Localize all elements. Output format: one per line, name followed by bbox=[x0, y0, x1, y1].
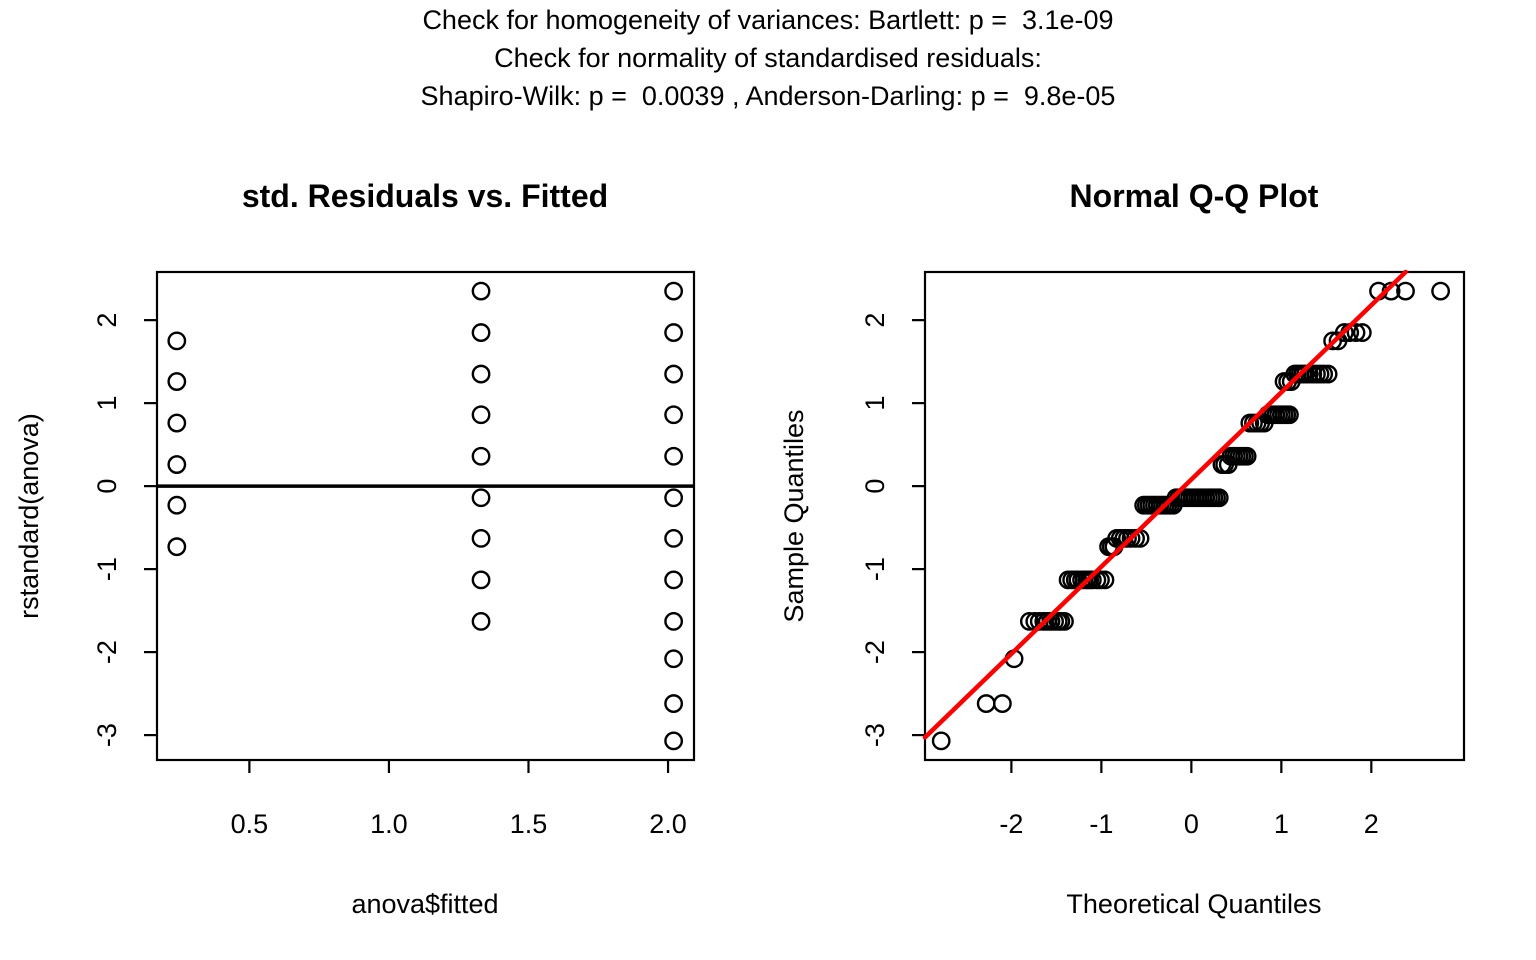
data-point bbox=[664, 488, 684, 508]
data-point bbox=[1095, 570, 1115, 590]
x-tick-label: 0.5 bbox=[231, 809, 269, 839]
data-point bbox=[471, 529, 491, 548]
data-point bbox=[167, 372, 187, 391]
x-tick-label: -1 bbox=[1089, 809, 1113, 839]
data-point bbox=[1237, 446, 1257, 466]
data-point bbox=[167, 495, 187, 515]
qq-plot-xlabel: Theoretical Quantiles bbox=[1066, 889, 1321, 919]
x-tick-label: 2.0 bbox=[649, 809, 687, 839]
data-point bbox=[1396, 281, 1415, 301]
y-tick-label: 0 bbox=[860, 479, 890, 494]
data-point bbox=[664, 529, 684, 548]
plot-box bbox=[155, 270, 696, 762]
data-point bbox=[664, 364, 684, 384]
header-line-2: Check for normality of standardised resi… bbox=[494, 43, 1042, 73]
residuals-vs-fitted-plot: 0.5 1.0 1.5 2.0 -3 -2 -1 0 1 2 bbox=[92, 270, 696, 839]
data-point bbox=[664, 323, 684, 342]
left-plot-title: std. Residuals vs. Fitted bbox=[242, 178, 608, 214]
data-point bbox=[1318, 364, 1338, 384]
header-line-1: Check for homogeneity of variances: Bart… bbox=[422, 5, 1113, 35]
x-tick-label: 0 bbox=[1184, 809, 1199, 839]
data-point bbox=[471, 488, 491, 508]
y-tick-label: -3 bbox=[92, 723, 122, 747]
header-line-3: Shapiro-Wilk: p = 0.0039 , Anderson-Darl… bbox=[421, 81, 1116, 111]
y-tick-label: 0 bbox=[92, 479, 122, 494]
data-point bbox=[167, 413, 187, 433]
data-point bbox=[1431, 281, 1451, 301]
y-tick-label: -2 bbox=[860, 640, 890, 664]
data-point bbox=[167, 537, 187, 557]
data-point bbox=[471, 570, 491, 590]
left-plot-xlabel: anova$fitted bbox=[351, 889, 498, 919]
data-point bbox=[664, 446, 684, 466]
y-tick-label: -1 bbox=[92, 557, 122, 581]
data-point bbox=[471, 446, 491, 466]
data-point bbox=[664, 405, 684, 425]
x-tick-label: 1.0 bbox=[370, 809, 408, 839]
data-point bbox=[1352, 323, 1372, 342]
data-point bbox=[1055, 612, 1074, 631]
data-point bbox=[664, 612, 684, 631]
x-tick-label: 2 bbox=[1364, 809, 1379, 839]
data-point bbox=[976, 694, 996, 713]
y-tick-label: 2 bbox=[860, 313, 890, 328]
qq-plot-title: Normal Q-Q Plot bbox=[1070, 178, 1319, 214]
data-point bbox=[471, 405, 491, 425]
data-point bbox=[931, 731, 951, 751]
data-point bbox=[471, 364, 491, 384]
data-point bbox=[1334, 323, 1354, 342]
y-tick-label: 1 bbox=[860, 396, 890, 411]
plot-box bbox=[923, 270, 1466, 762]
qq-plot-ylabel: Sample Quantiles bbox=[779, 409, 809, 622]
data-point bbox=[167, 455, 187, 474]
qq-reference-line bbox=[922, 269, 1408, 740]
data-point bbox=[471, 281, 491, 301]
y-tick-label: -2 bbox=[92, 640, 122, 664]
data-point bbox=[471, 323, 491, 342]
data-point bbox=[167, 331, 187, 351]
data-point bbox=[664, 281, 684, 301]
qq-plot: -2 -1 0 1 2 -3 -2 -1 0 1 2 bbox=[860, 269, 1466, 839]
data-point bbox=[664, 731, 684, 751]
data-point bbox=[664, 694, 684, 713]
x-tick-label: 1 bbox=[1274, 809, 1289, 839]
left-plot-ylabel: rstandard(anova) bbox=[14, 413, 44, 619]
data-point bbox=[1280, 405, 1299, 425]
data-point bbox=[1019, 612, 1039, 631]
data-point bbox=[664, 570, 684, 590]
data-point bbox=[1346, 323, 1366, 342]
y-tick-label: -3 bbox=[860, 723, 890, 747]
x-tick-label: -2 bbox=[999, 809, 1023, 839]
y-tick-label: -1 bbox=[860, 557, 890, 581]
y-tick-label: 1 bbox=[92, 396, 122, 411]
data-point bbox=[992, 694, 1012, 713]
data-point bbox=[471, 612, 491, 631]
data-point bbox=[664, 649, 684, 669]
y-tick-label: 2 bbox=[92, 313, 122, 328]
x-tick-label: 1.5 bbox=[510, 809, 548, 839]
data-point bbox=[1209, 488, 1229, 508]
